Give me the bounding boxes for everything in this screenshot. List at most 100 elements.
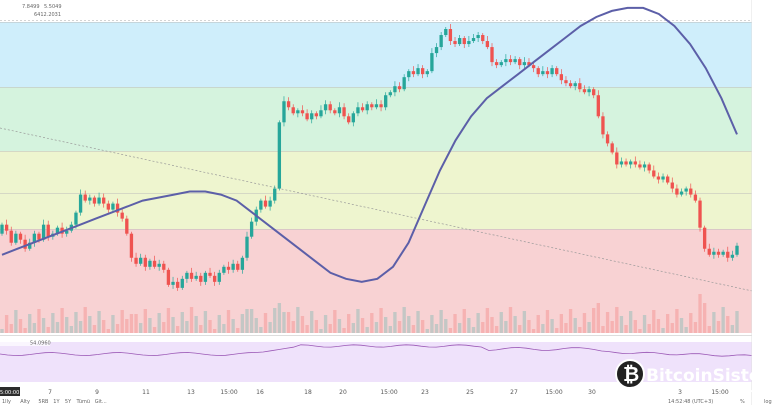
candle [41, 224, 46, 240]
volume-bar [245, 309, 249, 333]
volume-bar [730, 325, 735, 333]
candle [337, 107, 342, 114]
candle [430, 53, 434, 72]
toolbar-range-button[interactable]: 5Y [65, 399, 72, 405]
candle [106, 203, 110, 210]
volume-bar [555, 328, 559, 333]
toolbar-range-button[interactable]: 1lly [2, 399, 11, 405]
x-tick-label: 30 [588, 389, 596, 396]
volume-bar [106, 329, 110, 333]
volume-bar [152, 327, 157, 333]
volume-bar [702, 303, 707, 333]
candle [730, 254, 735, 258]
volume-bar [37, 309, 41, 333]
volume-bar [568, 309, 573, 333]
volume-bar [665, 314, 670, 333]
volume-bar [69, 326, 74, 333]
x-axis: 7 9 11 13 15:00 16 18 20 15:00 23 25 27 15:00 30 3 15:0… [48, 389, 729, 396]
volume-bar [675, 309, 679, 333]
volume-bar [457, 323, 462, 333]
volume-bar [115, 324, 120, 333]
volume-bar [527, 320, 531, 333]
zone-blue [0, 22, 752, 87]
candle [684, 188, 688, 192]
toolbar-range-button[interactable]: Git... [95, 399, 107, 405]
volume-bar [716, 321, 721, 333]
x-tick-label: 16 [256, 389, 264, 396]
candle [388, 92, 392, 96]
volume-bar [490, 317, 494, 333]
volume-bar [134, 314, 138, 333]
volume-bar [208, 320, 212, 333]
candle [439, 35, 443, 48]
candle [481, 35, 485, 42]
candle [656, 176, 661, 180]
toolbar-percent[interactable]: % [740, 399, 745, 405]
candle [670, 182, 674, 189]
candle [601, 116, 605, 135]
volume-bar [185, 321, 189, 333]
x-tick-label: 3 [678, 389, 682, 396]
candle [240, 257, 245, 270]
volume-bar [513, 316, 517, 333]
candle [393, 86, 397, 93]
toolbar-range-button[interactable]: 1Y [53, 399, 60, 405]
volume-bar [494, 326, 499, 333]
candle [286, 101, 291, 108]
candle [203, 272, 208, 282]
candle [314, 113, 319, 117]
bitcoin-logo-glyph: ₿ [623, 362, 639, 386]
volume-bar [707, 326, 711, 333]
volume-bar [9, 324, 13, 333]
candle [217, 272, 221, 282]
watermark-suffix: .com [750, 384, 777, 395]
time-badge [0, 387, 20, 396]
candle [171, 281, 175, 285]
x-tick-label: 27 [510, 389, 518, 396]
volume-bar [670, 323, 674, 333]
candle [716, 251, 721, 255]
candle [490, 47, 494, 63]
candle [222, 266, 226, 273]
candle [323, 104, 328, 111]
candle [555, 68, 559, 75]
toolbar-range-button[interactable]: Alty [20, 399, 30, 405]
candle [356, 107, 360, 114]
volume-bar [411, 325, 416, 333]
candle [282, 101, 286, 123]
volume-bar [55, 322, 60, 333]
volume-bar [51, 313, 55, 333]
volume-bar [347, 314, 351, 333]
candle [610, 143, 614, 153]
candle [568, 83, 573, 87]
candle [277, 122, 282, 189]
x-tick-label: 7 [48, 389, 52, 396]
candle [23, 239, 27, 249]
x-tick-label: 18 [304, 389, 312, 396]
volume-bar [453, 314, 457, 333]
volume-bar [402, 307, 406, 333]
volume-bar [125, 319, 129, 333]
candle [194, 275, 198, 279]
candle [208, 272, 212, 276]
toolbar-log[interactable]: log [764, 399, 772, 405]
toolbar-range-button[interactable]: 5RB [38, 399, 49, 405]
volume-bar [504, 321, 508, 333]
toolbar-clock: 14:52:48 (UTC+3) [668, 399, 713, 405]
volume-bar [162, 322, 166, 333]
candle [647, 164, 651, 171]
volume-bar [536, 315, 540, 333]
candle [587, 89, 591, 93]
volume-bar [582, 313, 587, 333]
candle [425, 71, 429, 75]
candle [652, 170, 656, 177]
volume-bar [596, 303, 600, 333]
volume-bar [83, 307, 87, 333]
candle [157, 263, 161, 267]
candle [665, 176, 670, 183]
toolbar-range-button[interactable]: Tümü [76, 399, 91, 405]
candle [111, 203, 115, 210]
volume-bar [328, 324, 332, 333]
volume-bar [351, 323, 355, 333]
